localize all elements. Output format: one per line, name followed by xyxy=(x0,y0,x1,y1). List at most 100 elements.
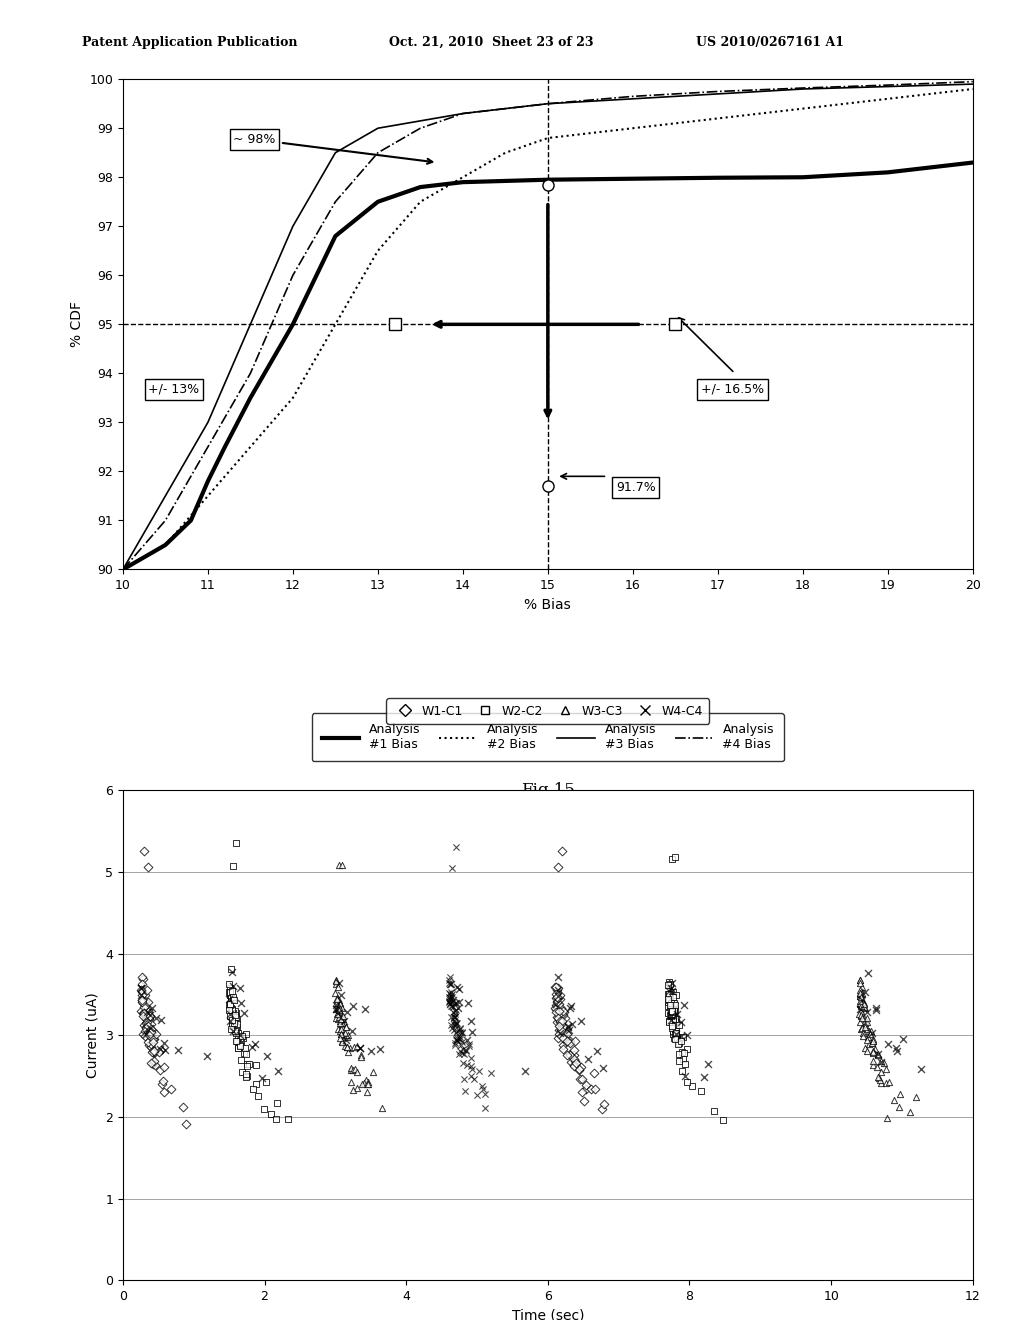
Point xyxy=(860,1020,877,1041)
Point xyxy=(660,1011,677,1032)
Point xyxy=(660,991,677,1012)
Point xyxy=(666,999,682,1020)
Point xyxy=(331,999,347,1020)
Point xyxy=(551,1015,567,1036)
Point xyxy=(342,1038,358,1059)
Point xyxy=(571,1060,588,1081)
Point xyxy=(562,998,579,1019)
Point xyxy=(867,1039,884,1060)
Point xyxy=(459,1030,475,1051)
Point xyxy=(236,1043,252,1064)
Point xyxy=(596,1093,612,1114)
Point xyxy=(134,991,151,1012)
Point xyxy=(248,1073,264,1094)
Point xyxy=(138,1011,155,1032)
Point xyxy=(238,1063,254,1084)
Point xyxy=(457,1080,473,1101)
Point xyxy=(334,1012,350,1034)
Point xyxy=(552,1010,568,1031)
Point xyxy=(442,990,459,1011)
Point xyxy=(564,1014,581,1035)
Point xyxy=(873,1061,890,1082)
Text: US 2010/0267161 A1: US 2010/0267161 A1 xyxy=(696,36,845,49)
Point xyxy=(223,1015,240,1036)
Point xyxy=(673,1026,689,1047)
Point xyxy=(667,1014,683,1035)
Point xyxy=(549,991,565,1012)
Point xyxy=(566,1048,583,1069)
Point xyxy=(662,994,678,1015)
Point xyxy=(133,1001,150,1022)
Point xyxy=(665,981,681,1002)
Point xyxy=(335,1005,351,1026)
Point xyxy=(335,1008,351,1030)
Point xyxy=(199,1045,215,1067)
Point xyxy=(558,1030,574,1051)
Point xyxy=(551,993,567,1014)
Point xyxy=(863,1022,880,1043)
Point xyxy=(573,1056,590,1077)
Point xyxy=(461,1034,477,1055)
Point xyxy=(859,1040,876,1061)
Point xyxy=(674,1041,690,1063)
Point xyxy=(853,986,869,1007)
Point xyxy=(666,993,682,1014)
Point xyxy=(337,1023,353,1044)
Point xyxy=(459,1055,475,1076)
Point xyxy=(138,1006,155,1027)
Point xyxy=(863,1032,880,1053)
Point xyxy=(562,1031,579,1052)
Point xyxy=(146,1040,163,1061)
Point xyxy=(146,1041,163,1063)
Point xyxy=(571,1059,588,1080)
Point xyxy=(669,1022,685,1043)
Point xyxy=(555,1027,571,1048)
Point xyxy=(447,837,464,858)
Point xyxy=(135,1003,152,1024)
Point xyxy=(715,1109,731,1130)
Point xyxy=(147,1024,164,1045)
Point xyxy=(221,999,238,1020)
Point xyxy=(229,1031,246,1052)
Point xyxy=(549,979,565,1001)
Point xyxy=(221,982,238,1003)
Point xyxy=(331,998,347,1019)
Point xyxy=(174,1096,190,1117)
Point xyxy=(137,1024,154,1045)
Point xyxy=(138,1015,155,1036)
Point xyxy=(559,1023,575,1044)
Text: +/- 13%: +/- 13% xyxy=(148,383,200,396)
Point xyxy=(589,1040,605,1061)
Point xyxy=(447,1030,464,1051)
Point xyxy=(664,1005,680,1026)
Point xyxy=(135,1003,152,1024)
Point xyxy=(151,1041,167,1063)
Point xyxy=(234,1026,251,1047)
Point xyxy=(667,1014,683,1035)
Point xyxy=(256,1098,272,1119)
Point xyxy=(580,1048,596,1069)
Point xyxy=(667,1024,683,1045)
Point xyxy=(332,1020,348,1041)
Point xyxy=(345,995,361,1016)
Point xyxy=(559,1031,575,1052)
Point xyxy=(555,1034,571,1055)
Point xyxy=(463,1011,479,1032)
Point xyxy=(374,1098,390,1119)
Point xyxy=(573,1069,590,1090)
Point xyxy=(224,1020,241,1041)
Point xyxy=(146,1028,163,1049)
Point xyxy=(234,1028,251,1049)
Point xyxy=(447,1007,464,1028)
Point xyxy=(333,985,349,1006)
Point xyxy=(142,1034,159,1055)
Point xyxy=(666,1015,682,1036)
Point xyxy=(553,1019,569,1040)
Point xyxy=(555,1001,571,1022)
Point xyxy=(668,1023,684,1044)
Point xyxy=(864,1051,881,1072)
Point xyxy=(666,1024,682,1045)
Point xyxy=(869,1067,886,1088)
Point xyxy=(461,1035,477,1056)
Point xyxy=(328,993,344,1014)
